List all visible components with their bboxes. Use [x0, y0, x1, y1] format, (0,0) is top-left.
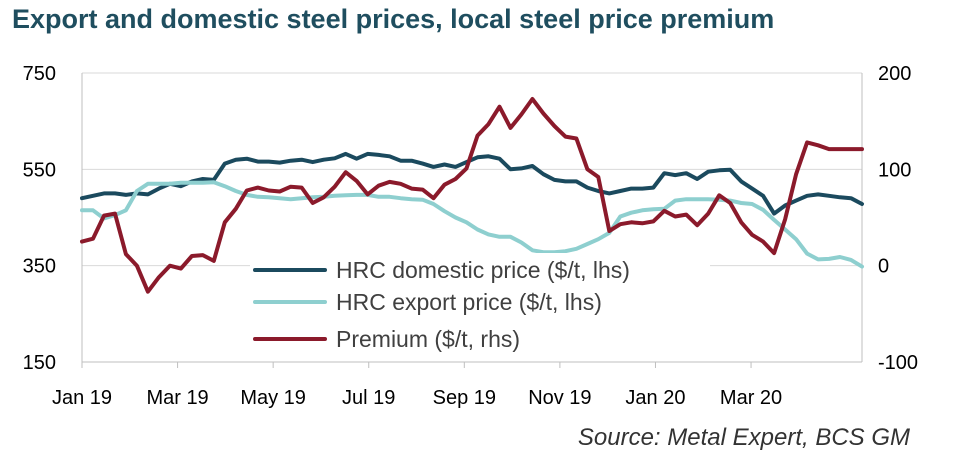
axes: 150 350 550 750 -100 0 100 200 Jan 19 Mar 19 May 1…	[23, 63, 918, 409]
series-line-2	[80, 97, 864, 294]
legend-label: HRC domestic price ($/t, lhs)	[336, 257, 630, 283]
chart-title: Export and domestic steel prices, local …	[12, 4, 775, 34]
x-tick-label: May 19	[240, 387, 306, 409]
series-line-1	[80, 180, 864, 269]
x-tick-label: Nov 19	[528, 387, 591, 409]
legend-label: HRC export price ($/t, lhs)	[336, 289, 602, 315]
x-tick-label: Mar 20	[720, 387, 782, 409]
x-tick-label: Jul 19	[342, 387, 395, 409]
y-right-tick-label: 200	[878, 63, 911, 85]
series-line-0	[80, 151, 864, 216]
y-left-tick-label: 750	[23, 63, 56, 85]
x-tick-label: Jan 20	[625, 387, 685, 409]
legend: HRC domestic price ($/t, lhs) HRC export …	[250, 253, 710, 356]
y-left-tick-label: 150	[23, 352, 56, 374]
x-tick-label: Sep 19	[433, 387, 496, 409]
legend-label: Premium ($/t, rhs)	[336, 326, 520, 352]
x-tick-label: Mar 19	[146, 387, 208, 409]
series-lines	[80, 97, 864, 294]
y-left-tick-label: 550	[23, 159, 56, 181]
y-left-tick-label: 350	[23, 256, 56, 278]
y-right-tick-label: 0	[878, 256, 889, 278]
x-tick-label: Jan 19	[52, 387, 112, 409]
y-right-tick-label: -100	[878, 352, 918, 374]
source-note: Source: Metal Expert, BCS GM	[577, 424, 910, 451]
y-right-tick-label: 100	[878, 159, 911, 181]
